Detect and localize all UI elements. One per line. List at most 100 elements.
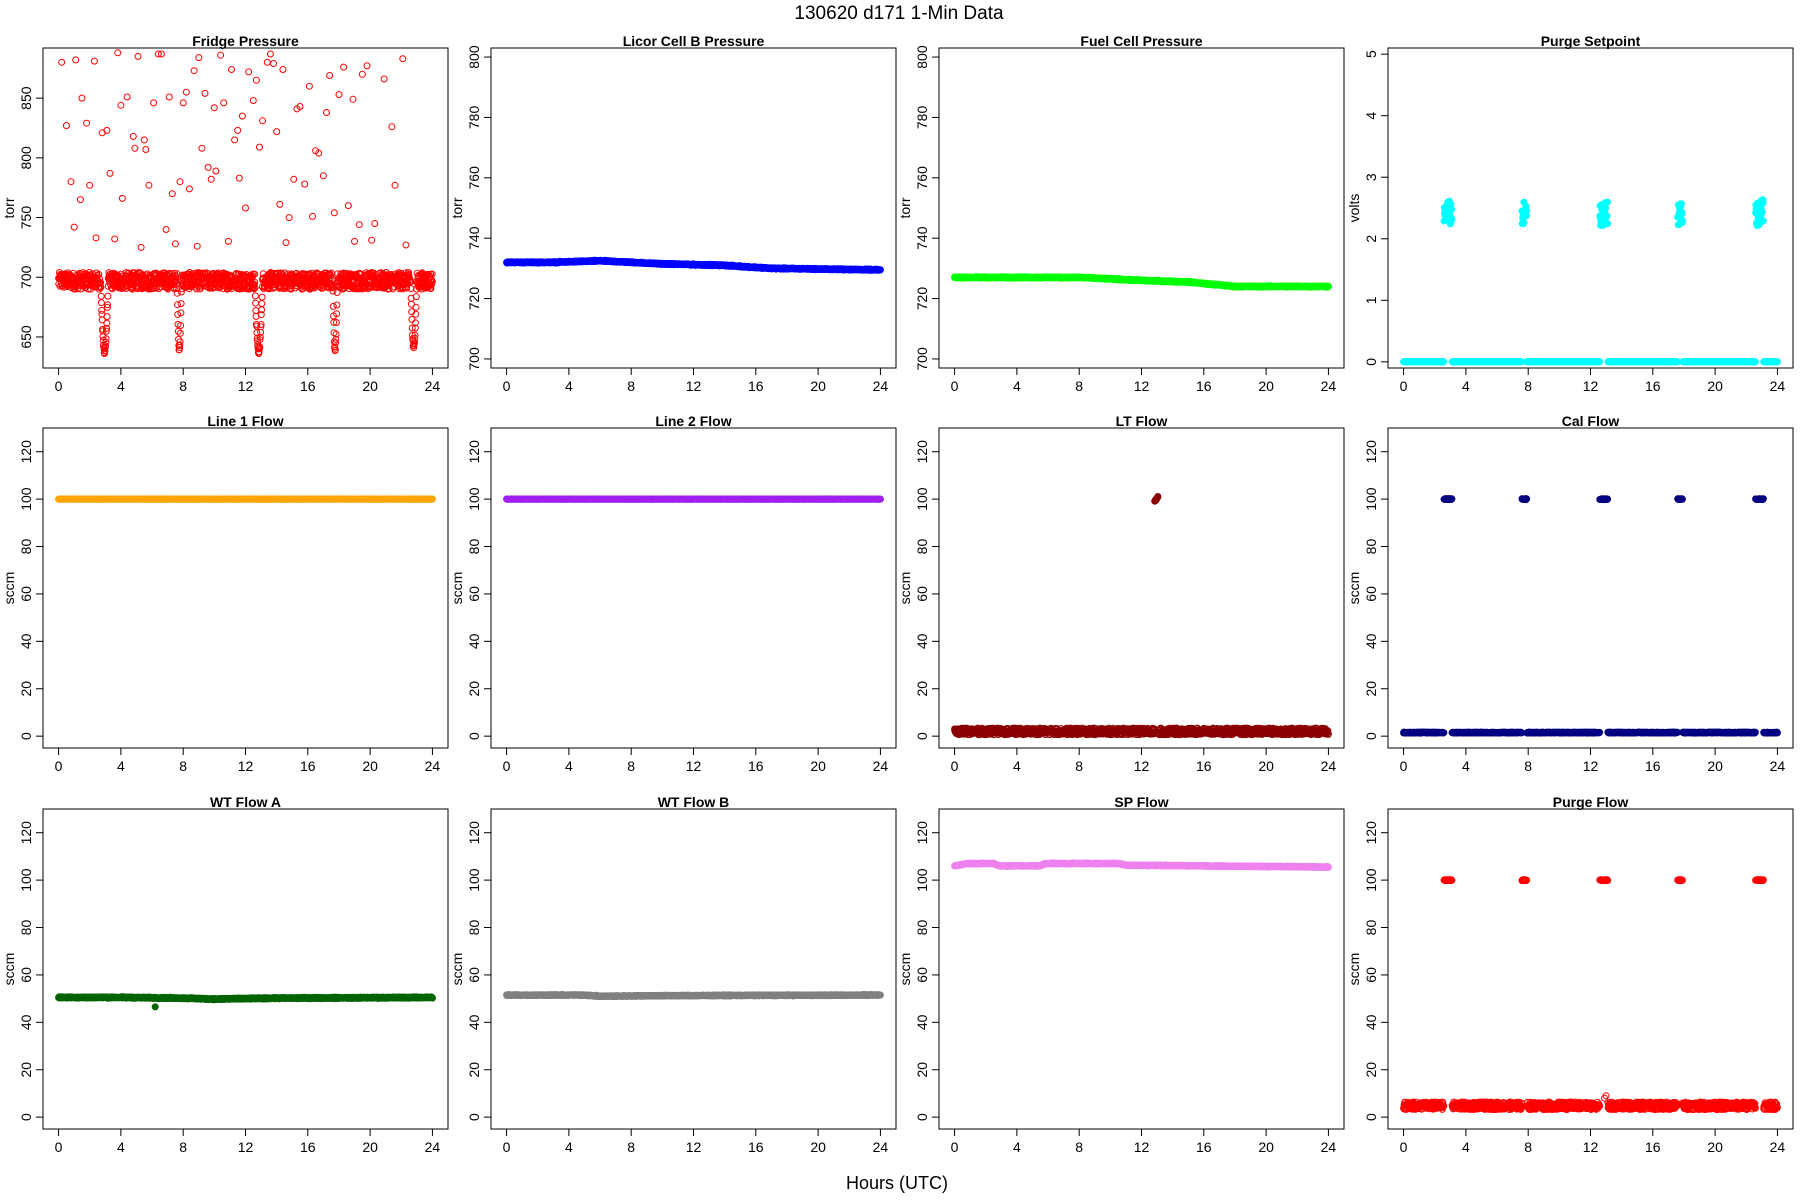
data-point	[1448, 205, 1456, 213]
data-point	[235, 174, 243, 182]
y-tick-label: 800	[914, 45, 930, 69]
data-point	[349, 95, 357, 103]
y-tick-label: 4	[1363, 112, 1379, 120]
data-point	[193, 242, 201, 250]
x-tick-label: 12	[686, 378, 702, 394]
x-tick-label: 0	[503, 378, 511, 394]
data-point	[58, 58, 66, 66]
y-tick-label: 720	[466, 287, 482, 311]
data-point	[315, 149, 323, 157]
x-tick-label: 0	[55, 378, 63, 394]
plot-frame	[490, 47, 897, 369]
data-point	[212, 167, 220, 175]
data-point	[258, 293, 266, 301]
data-point	[407, 285, 415, 293]
data-point	[412, 319, 419, 327]
data-point	[301, 180, 309, 188]
data-point	[102, 338, 110, 346]
data-point	[329, 287, 337, 295]
y-tick-label: 740	[914, 226, 930, 250]
data-point	[330, 318, 338, 326]
data-point	[428, 278, 436, 285]
data-point	[358, 70, 366, 78]
x-tick-label: 4	[1462, 378, 1470, 394]
panel-title: Fuel Cell Pressure	[1080, 33, 1202, 49]
y-tick-label: 760	[466, 166, 482, 190]
data-point	[329, 302, 337, 310]
data-point	[259, 117, 267, 125]
data-point	[228, 66, 235, 73]
data-point	[333, 310, 341, 318]
data-point	[410, 344, 418, 352]
plot-frame	[42, 47, 449, 369]
data-point	[252, 307, 260, 315]
x-tick-label: 8	[179, 378, 187, 394]
data-point	[256, 333, 264, 341]
data-point	[257, 311, 265, 319]
data-point	[176, 178, 184, 186]
data-point	[285, 214, 293, 222]
data-point	[351, 237, 358, 245]
x-tick-label: 0	[1400, 378, 1408, 394]
data-point	[142, 146, 150, 153]
data-point	[355, 221, 363, 229]
y-tick-label: 740	[466, 226, 482, 250]
data-point	[273, 128, 281, 136]
data-point	[411, 338, 418, 346]
y-tick-label: 760	[914, 166, 930, 190]
data-point	[102, 335, 110, 343]
x-tick-label: 12	[1134, 378, 1150, 394]
data-point	[97, 283, 105, 291]
data-point	[90, 57, 98, 65]
data-point	[251, 284, 259, 291]
x-tick-label: 16	[1645, 378, 1661, 394]
data-point	[177, 322, 185, 329]
data-point	[403, 284, 411, 292]
data-point	[330, 209, 338, 217]
data-point	[255, 348, 263, 356]
data-point	[140, 136, 148, 144]
data-point	[172, 273, 180, 281]
data-point	[171, 240, 179, 248]
data-point	[256, 143, 263, 151]
data-point	[123, 93, 131, 101]
data-point	[174, 327, 182, 335]
data-point	[165, 93, 173, 101]
data-point	[185, 185, 193, 193]
y-axis-label: volts	[1346, 194, 1362, 223]
data-point	[263, 58, 271, 66]
data-point	[174, 301, 181, 309]
data-point	[103, 324, 111, 332]
data-point	[103, 319, 111, 327]
figure-xlabel: Hours (UTC)	[846, 1173, 948, 1193]
data-point	[204, 163, 212, 171]
data-point	[249, 97, 257, 104]
data-point	[150, 99, 158, 107]
data-point	[173, 289, 181, 297]
data-point	[250, 285, 258, 293]
plot-frame	[938, 47, 1345, 369]
data-point	[252, 299, 260, 307]
y-tick-label: 720	[914, 287, 930, 311]
data-point	[257, 321, 265, 328]
data-point	[245, 68, 253, 76]
data-point	[177, 309, 185, 317]
data-point	[207, 175, 215, 183]
data-point	[279, 66, 287, 73]
data-point	[391, 181, 399, 189]
data-point	[380, 75, 388, 83]
data-point	[92, 234, 100, 242]
x-tick-label: 20	[362, 378, 378, 394]
data-point	[258, 300, 266, 308]
data-point	[270, 60, 277, 67]
data-point	[104, 301, 112, 309]
data-point	[224, 237, 232, 245]
y-tick-label: 780	[914, 106, 930, 130]
data-point	[253, 322, 261, 330]
data-point	[412, 310, 420, 318]
panel-title: Fridge Pressure	[192, 33, 299, 49]
data-point	[402, 241, 410, 249]
